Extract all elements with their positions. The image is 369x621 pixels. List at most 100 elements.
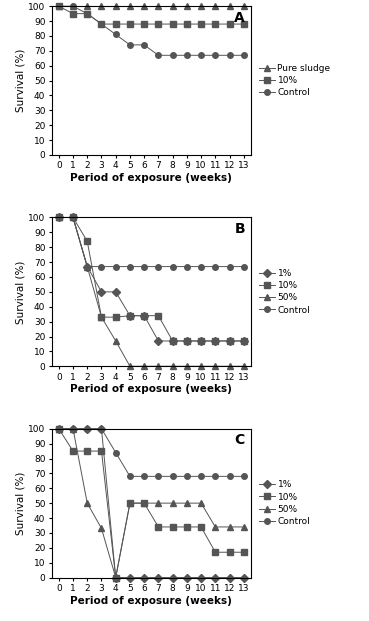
10% (242, 337, 246, 345)
1% (56, 214, 61, 221)
1% (213, 574, 218, 581)
10% (99, 447, 104, 455)
Legend: Pure sludge, 10%, Control: Pure sludge, 10%, Control (255, 60, 334, 101)
Control (114, 449, 118, 456)
1% (213, 337, 218, 345)
Control (156, 473, 161, 480)
10% (227, 548, 232, 556)
Pure sludge (85, 2, 89, 10)
10% (85, 10, 89, 17)
Control (227, 263, 232, 270)
Pure sludge (142, 2, 146, 10)
Control (114, 263, 118, 270)
Control (156, 263, 161, 270)
1% (242, 337, 246, 345)
Line: 50%: 50% (56, 426, 246, 580)
10% (56, 214, 61, 221)
10% (114, 314, 118, 321)
10% (227, 20, 232, 28)
Y-axis label: Survival (%): Survival (%) (15, 260, 25, 324)
Control (213, 473, 218, 480)
10% (156, 312, 161, 319)
50% (56, 214, 61, 221)
10% (128, 499, 132, 507)
1% (71, 425, 75, 432)
Control (156, 52, 161, 59)
Control (213, 263, 218, 270)
Pure sludge (242, 2, 246, 10)
X-axis label: Period of exposure (weeks): Period of exposure (weeks) (70, 596, 232, 605)
10% (114, 20, 118, 28)
Control (71, 2, 75, 10)
10% (56, 425, 61, 432)
1% (114, 574, 118, 581)
10% (213, 548, 218, 556)
50% (128, 363, 132, 370)
Line: Control: Control (56, 4, 246, 58)
Control (128, 473, 132, 480)
10% (170, 524, 175, 531)
Pure sludge (199, 2, 203, 10)
Text: B: B (234, 222, 245, 236)
50% (99, 314, 104, 321)
Line: 1%: 1% (56, 426, 246, 580)
1% (170, 574, 175, 581)
Text: C: C (235, 433, 245, 447)
50% (128, 499, 132, 507)
10% (142, 20, 146, 28)
Control (170, 52, 175, 59)
Line: Pure sludge: Pure sludge (56, 4, 246, 9)
Y-axis label: Survival (%): Survival (%) (15, 49, 25, 112)
10% (170, 337, 175, 345)
Control (99, 425, 104, 432)
Control (56, 425, 61, 432)
1% (85, 263, 89, 270)
50% (114, 337, 118, 345)
Control (56, 214, 61, 221)
Pure sludge (56, 2, 61, 10)
Pure sludge (99, 2, 104, 10)
10% (142, 499, 146, 507)
Control (184, 263, 189, 270)
10% (71, 10, 75, 17)
10% (128, 312, 132, 319)
Control (213, 52, 218, 59)
Control (199, 52, 203, 59)
10% (242, 548, 246, 556)
10% (56, 2, 61, 10)
Control (128, 263, 132, 270)
1% (142, 312, 146, 319)
50% (56, 425, 61, 432)
10% (85, 447, 89, 455)
1% (184, 574, 189, 581)
Control (85, 10, 89, 17)
X-axis label: Period of exposure (weeks): Period of exposure (weeks) (70, 173, 232, 183)
Control (199, 473, 203, 480)
Control (242, 263, 246, 270)
Control (114, 31, 118, 39)
10% (142, 312, 146, 319)
1% (71, 214, 75, 221)
50% (213, 363, 218, 370)
1% (227, 337, 232, 345)
1% (184, 337, 189, 345)
Pure sludge (213, 2, 218, 10)
1% (199, 337, 203, 345)
Control (170, 473, 175, 480)
Control (199, 263, 203, 270)
50% (85, 499, 89, 507)
1% (56, 425, 61, 432)
Pure sludge (114, 2, 118, 10)
Line: 10%: 10% (56, 215, 246, 344)
Line: 1%: 1% (56, 215, 246, 344)
1% (128, 312, 132, 319)
10% (227, 337, 232, 345)
Control (170, 263, 175, 270)
Control (242, 52, 246, 59)
10% (156, 524, 161, 531)
Line: 50%: 50% (56, 215, 246, 369)
Y-axis label: Survival (%): Survival (%) (15, 471, 25, 535)
1% (227, 574, 232, 581)
50% (156, 363, 161, 370)
Pure sludge (170, 2, 175, 10)
